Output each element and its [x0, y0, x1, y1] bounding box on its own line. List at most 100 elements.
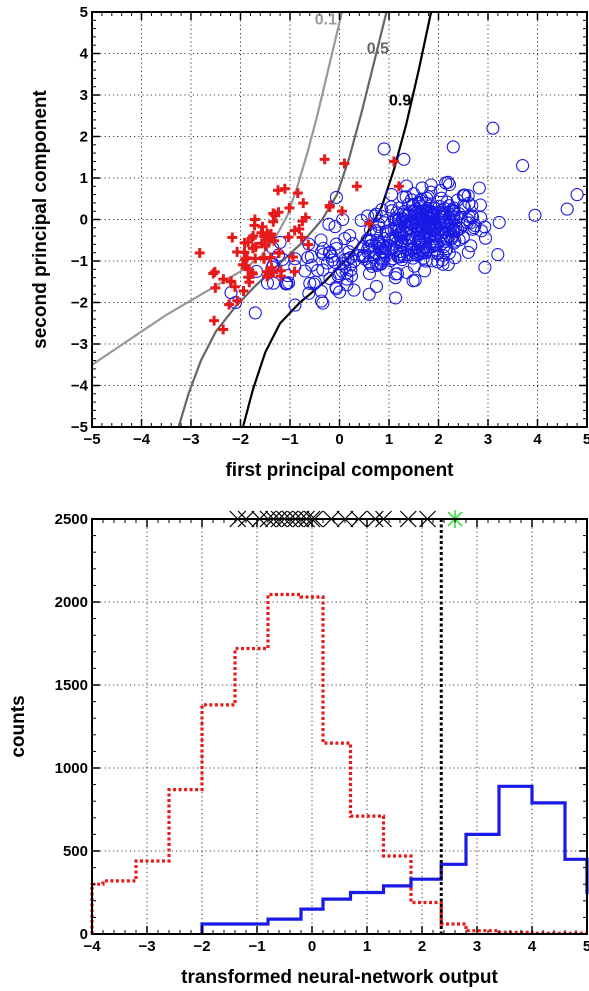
scatter-circle — [369, 224, 383, 238]
scatter-circle — [408, 211, 422, 225]
scatter-circle — [393, 244, 407, 259]
scatter-cross — [256, 227, 267, 238]
scatter-cross — [265, 230, 276, 241]
scatter-circle — [377, 232, 391, 246]
histogram-series-solid — [200, 784, 589, 934]
scatter-circle — [446, 223, 460, 237]
scatter-cross — [218, 274, 229, 285]
scatter-cross — [292, 188, 303, 199]
scatter-circle — [304, 249, 318, 264]
scatter-circle — [369, 207, 383, 221]
scatter-circle — [406, 274, 420, 288]
scatter-circle — [421, 221, 436, 236]
bottom-x-tick-label: 4 — [528, 938, 537, 955]
scatter-circle — [377, 142, 391, 156]
scatter-circle — [343, 258, 358, 272]
bottom-plot-frame — [91, 518, 588, 935]
scatter-circle — [414, 220, 428, 234]
bottom-x-axis-title: transformed neural-network output — [181, 967, 498, 988]
scatter-circle — [418, 231, 432, 246]
scatter-circle — [413, 193, 427, 207]
scatter-circle — [399, 215, 413, 229]
scatter-cross — [298, 198, 309, 209]
scatter-circle — [328, 220, 342, 234]
bottom-x-tick-label: 5 — [583, 938, 589, 955]
scatter-circle — [323, 245, 337, 259]
scatter-circle — [424, 199, 438, 213]
bottom-y-tick-label: 2000 — [55, 594, 88, 611]
scatter-cross — [229, 281, 240, 292]
scatter-cross — [275, 271, 286, 282]
scatter-cross — [224, 299, 235, 310]
scatter-circle — [316, 296, 330, 310]
scatter-cross — [289, 266, 300, 277]
scatter-circle — [354, 213, 368, 227]
scatter-circle — [437, 209, 451, 223]
scatter-circle — [424, 178, 438, 192]
scatter-cross — [210, 282, 221, 293]
scatter-circle — [365, 259, 379, 273]
scatter-circle — [433, 184, 448, 198]
scatter-circle — [314, 284, 328, 298]
scatter-circle — [303, 276, 317, 290]
scatter-circle — [492, 215, 506, 229]
top-tick-labels: −5 −4 −3 −2 −1 0 1 2 3 4 5 −5 −4 −3 −2 −1 0 1 2 3 4 5 — [71, 4, 589, 448]
scatter-circle — [415, 181, 429, 195]
top-x-tick-label: −5 — [83, 431, 100, 448]
scatter-circle — [344, 250, 358, 265]
scatter-cross — [208, 268, 219, 279]
bottom-x-tick-label: 1 — [363, 938, 371, 955]
scatter-cross — [250, 253, 261, 264]
scatter-circle — [397, 152, 411, 166]
top-x-tick-label: 5 — [583, 431, 589, 448]
top-scatter-points — [194, 121, 584, 335]
top-y-tick-label: −1 — [71, 253, 88, 270]
scatter-circle — [332, 285, 347, 299]
scatter-cross — [232, 246, 243, 257]
scatter-circle — [302, 286, 316, 300]
top-y-tick-label: −2 — [71, 295, 88, 312]
scatter-circle — [332, 266, 346, 281]
bottom-x-tick-label: −4 — [83, 938, 101, 955]
top-x-tick-label: −3 — [182, 431, 199, 448]
bottom-tick-labels: −4 −3 −2 −1 0 1 2 3 4 5 0 500 1000 1500 2000 2500 — [55, 511, 589, 955]
scatter-cross — [218, 324, 229, 335]
scatter-circle — [322, 246, 336, 260]
scatter-circle — [390, 206, 404, 220]
scatter-cross — [247, 268, 258, 279]
scatter-circle — [376, 239, 390, 253]
scatter-circle — [560, 202, 574, 216]
scatter-circle — [464, 239, 478, 253]
scatter-circle — [444, 222, 458, 236]
scatter-cross — [273, 248, 284, 259]
top-y-tick-label: 0 — [80, 212, 88, 229]
top-x-tick-label: −4 — [133, 431, 151, 448]
bottom-y-tick-label: 1000 — [55, 760, 88, 777]
scatter-circle — [491, 248, 505, 262]
scatter-cross — [279, 183, 290, 194]
scatter-circle — [316, 263, 330, 277]
scatter-circle — [486, 121, 500, 135]
bottom-x-tick-label: −1 — [248, 938, 265, 955]
scatter-circle — [570, 188, 584, 202]
bottom-x-tick-label: 0 — [308, 938, 316, 955]
scatter-circle — [466, 210, 480, 224]
scatter-circle — [248, 306, 262, 320]
bottom-x-tick-label: 3 — [473, 938, 481, 955]
scatter-circle — [442, 246, 456, 260]
scatter-cross — [324, 202, 335, 213]
scatter-circle — [461, 245, 475, 259]
scatter-circle — [442, 199, 456, 213]
top-y-tick-label: 3 — [80, 87, 88, 104]
scatter-circle — [358, 252, 372, 266]
scatter-circle — [386, 252, 400, 266]
contour-label-0.9: 0.9 — [389, 92, 411, 109]
scatter-cross — [294, 223, 305, 234]
top-x-axis-title: first principal component — [225, 460, 454, 481]
scatter-cross — [261, 266, 272, 277]
scatter-circle — [436, 248, 450, 262]
bottom-y-tick-label: 2500 — [55, 511, 88, 528]
scatter-circle — [462, 196, 476, 210]
contour-curve-0.5 — [177, 11, 388, 428]
scatter-circle — [376, 253, 390, 268]
